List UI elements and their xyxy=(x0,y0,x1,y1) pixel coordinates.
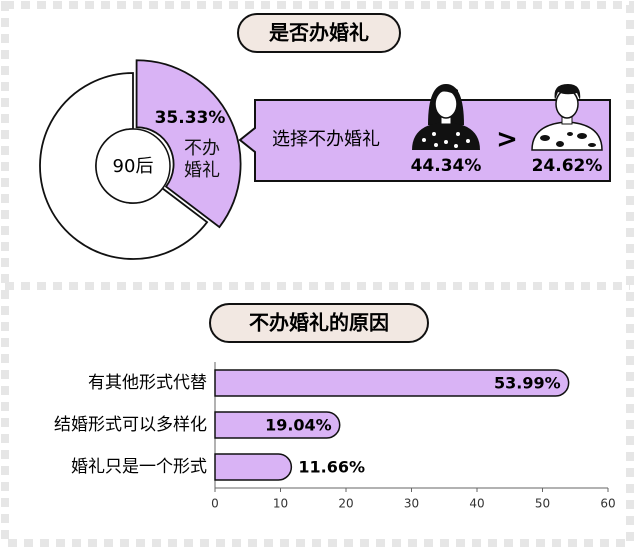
bar xyxy=(214,411,341,439)
pie-slice xyxy=(135,59,242,229)
x-tick-label: 50 xyxy=(535,497,550,511)
bar xyxy=(214,453,293,481)
y-tick-label: 结婚形式可以多样化 xyxy=(54,415,207,435)
pie-hole xyxy=(95,128,171,204)
bar xyxy=(214,369,570,397)
slice-label: 不办婚礼 xyxy=(184,138,220,181)
bar-value-label: 19.04% xyxy=(265,416,332,435)
y-tick-label: 婚礼只是一个形式 xyxy=(71,457,207,477)
x-tick-label: 20 xyxy=(338,497,353,511)
bar-value-label: 11.66% xyxy=(298,458,365,477)
callout-value: 24.62% xyxy=(532,156,603,176)
female-icon xyxy=(412,84,480,150)
x-tick-label: 10 xyxy=(273,497,288,511)
x-tick-label: 0 xyxy=(211,497,219,511)
title-pill xyxy=(237,13,401,53)
x-tick-label: 60 xyxy=(600,497,615,511)
male-icon xyxy=(531,84,603,151)
pie xyxy=(39,59,242,260)
callout-symbol: > xyxy=(496,125,518,155)
callout-text: 选择不办婚礼 xyxy=(272,129,380,150)
bar-value-label: 53.99% xyxy=(494,374,561,393)
x-tick-label: 40 xyxy=(469,497,484,511)
callout-value: 44.34% xyxy=(411,156,482,176)
center-label: 90后 xyxy=(113,156,154,177)
y-tick-label: 有其他形式代替 xyxy=(88,373,207,393)
slice-value-label: 35.33% xyxy=(155,108,226,128)
title-pill xyxy=(209,303,429,343)
chart-title: 是否办婚礼 xyxy=(268,21,369,45)
chart-title: 不办婚礼的原因 xyxy=(249,311,389,335)
x-tick-label: 30 xyxy=(404,497,419,511)
